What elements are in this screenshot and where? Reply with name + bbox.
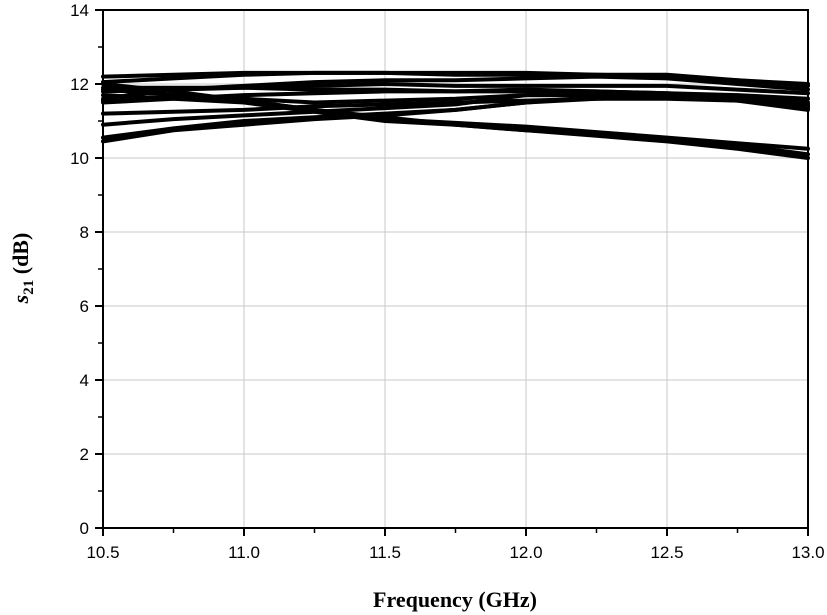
x-axis-title: Frequency (GHz): [373, 587, 537, 612]
y-tick-label: 12: [70, 75, 89, 94]
ticks: [95, 9, 809, 536]
y-tick-label: 0: [80, 519, 89, 538]
series-line-11: [101, 94, 810, 144]
y-axis-title-unit: (dB): [8, 233, 33, 280]
series-line-14: [101, 94, 810, 151]
y-tick-label: 8: [80, 223, 89, 242]
x-tick-label: 11.0: [228, 543, 260, 562]
x-tick-label: 10.5: [86, 543, 119, 562]
y-axis-title-main: s: [8, 295, 33, 305]
x-tick-label: 12.5: [650, 543, 683, 562]
y-axis-title-sub: 21: [21, 280, 37, 295]
x-tick-label: 11.5: [369, 543, 401, 562]
y-tick-label: 14: [70, 1, 89, 20]
tick-labels: 10.5 11.0 11.5 12.0 12.5 13.0 0 2 4 6 8 10 12 14: [70, 1, 824, 562]
y-tick-label: 10: [70, 149, 89, 168]
y-tick-label: 4: [80, 371, 89, 390]
y-axis-title: s21 (dB): [8, 233, 37, 305]
series-group: [101, 70, 810, 160]
x-tick-label: 13.0: [791, 543, 824, 562]
y-tick-label: 6: [80, 297, 89, 316]
series-line-2: [101, 70, 810, 88]
y-tick-label: 2: [80, 445, 89, 464]
x-tick-label: 12.0: [509, 543, 542, 562]
